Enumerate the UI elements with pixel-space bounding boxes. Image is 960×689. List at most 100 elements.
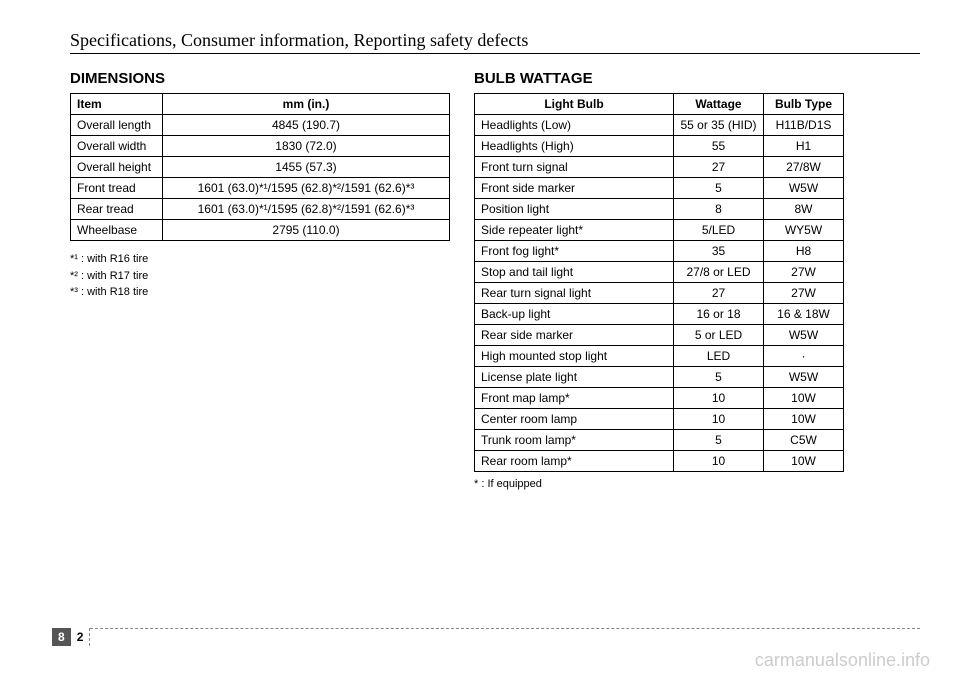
header-title: Specifications, Consumer information, Re… bbox=[70, 30, 920, 51]
bulb-cell-type: 8W bbox=[764, 199, 844, 220]
footnote-line: *² : with R17 tire bbox=[70, 268, 450, 285]
table-row: Trunk room lamp*5C5W bbox=[475, 430, 844, 451]
bulb-cell-item: Trunk room lamp* bbox=[475, 430, 674, 451]
content-columns: DIMENSIONS Item mm (in.) Overall length4… bbox=[70, 70, 920, 490]
bulb-cell-item: Front fog light* bbox=[475, 241, 674, 262]
page-number-box: 8 2 bbox=[52, 628, 90, 646]
bulb-cell-type: 10W bbox=[764, 409, 844, 430]
dimensions-cell-item: Rear tread bbox=[71, 199, 163, 220]
bulb-cell-type: 10W bbox=[764, 451, 844, 472]
page-number: 2 bbox=[71, 628, 91, 646]
table-row: Headlights (High)55H1 bbox=[475, 136, 844, 157]
table-row: Overall length4845 (190.7) bbox=[71, 115, 450, 136]
bulb-cell-item: Front map lamp* bbox=[475, 388, 674, 409]
bulb-cell-wattage: 10 bbox=[674, 409, 764, 430]
table-row: Position light88W bbox=[475, 199, 844, 220]
dimensions-cell-item: Overall width bbox=[71, 136, 163, 157]
dimensions-footnotes: *¹ : with R16 tire*² : with R17 tire*³ :… bbox=[70, 251, 450, 301]
bulb-cell-wattage: 55 or 35 (HID) bbox=[674, 115, 764, 136]
bulb-cell-type: C5W bbox=[764, 430, 844, 451]
bulb-header-type: Bulb Type bbox=[764, 94, 844, 115]
dimensions-cell-value: 4845 (190.7) bbox=[163, 115, 450, 136]
dimensions-section: DIMENSIONS Item mm (in.) Overall length4… bbox=[70, 70, 450, 490]
table-row: Side repeater light*5/LEDWY5W bbox=[475, 220, 844, 241]
table-row: Rear room lamp*1010W bbox=[475, 451, 844, 472]
bulb-cell-type: 10W bbox=[764, 388, 844, 409]
bulb-footnote: * : If equipped bbox=[474, 478, 844, 490]
bulb-cell-wattage: 35 bbox=[674, 241, 764, 262]
bulb-cell-item: Headlights (Low) bbox=[475, 115, 674, 136]
bulb-table: Light Bulb Wattage Bulb Type Headlights … bbox=[474, 93, 844, 472]
bulb-cell-item: Center room lamp bbox=[475, 409, 674, 430]
bulb-cell-item: Front side marker bbox=[475, 178, 674, 199]
table-row: Overall height1455 (57.3) bbox=[71, 157, 450, 178]
table-row: Front tread1601 (63.0)*¹/1595 (62.8)*²/1… bbox=[71, 178, 450, 199]
table-row: License plate light5W5W bbox=[475, 367, 844, 388]
dimensions-cell-item: Wheelbase bbox=[71, 220, 163, 241]
table-row: Back-up light16 or 1816 & 18W bbox=[475, 304, 844, 325]
bulb-cell-type: H8 bbox=[764, 241, 844, 262]
bulb-cell-wattage: LED bbox=[674, 346, 764, 367]
bulb-cell-wattage: 16 or 18 bbox=[674, 304, 764, 325]
bulb-cell-wattage: 27 bbox=[674, 157, 764, 178]
bulb-cell-item: Rear room lamp* bbox=[475, 451, 674, 472]
dimensions-cell-value: 1830 (72.0) bbox=[163, 136, 450, 157]
bulb-cell-item: Side repeater light* bbox=[475, 220, 674, 241]
table-row: Rear side marker5 or LEDW5W bbox=[475, 325, 844, 346]
bulb-cell-type: 27W bbox=[764, 283, 844, 304]
bulb-cell-type: W5W bbox=[764, 325, 844, 346]
bulb-cell-wattage: 10 bbox=[674, 451, 764, 472]
bulb-cell-type: H1 bbox=[764, 136, 844, 157]
watermark: carmanualsonline.info bbox=[755, 650, 930, 671]
bulb-cell-wattage: 55 bbox=[674, 136, 764, 157]
table-header-row: Item mm (in.) bbox=[71, 94, 450, 115]
bulb-section: BULB WATTAGE Light Bulb Wattage Bulb Typ… bbox=[474, 70, 844, 490]
table-row: Front turn signal2727/8W bbox=[475, 157, 844, 178]
bulb-cell-item: Position light bbox=[475, 199, 674, 220]
bulb-cell-type: W5W bbox=[764, 367, 844, 388]
bulb-cell-item: Front turn signal bbox=[475, 157, 674, 178]
table-row: Front fog light*35H8 bbox=[475, 241, 844, 262]
bulb-title: BULB WATTAGE bbox=[474, 70, 844, 87]
bulb-cell-wattage: 27 bbox=[674, 283, 764, 304]
table-row: Overall width1830 (72.0) bbox=[71, 136, 450, 157]
dimensions-cell-item: Overall length bbox=[71, 115, 163, 136]
bulb-cell-item: License plate light bbox=[475, 367, 674, 388]
dimensions-header-item: Item bbox=[71, 94, 163, 115]
bulb-cell-wattage: 27/8 or LED bbox=[674, 262, 764, 283]
bulb-cell-item: Rear turn signal light bbox=[475, 283, 674, 304]
footnote-line: *¹ : with R16 tire bbox=[70, 251, 450, 268]
table-row: Headlights (Low)55 or 35 (HID)H11B/D1S bbox=[475, 115, 844, 136]
bulb-header-wattage: Wattage bbox=[674, 94, 764, 115]
bulb-cell-wattage: 5 or LED bbox=[674, 325, 764, 346]
table-row: Rear turn signal light2727W bbox=[475, 283, 844, 304]
page: Specifications, Consumer information, Re… bbox=[0, 0, 960, 490]
table-row: Center room lamp1010W bbox=[475, 409, 844, 430]
table-row: Rear tread1601 (63.0)*¹/1595 (62.8)*²/15… bbox=[71, 199, 450, 220]
bulb-cell-wattage: 5 bbox=[674, 430, 764, 451]
page-footer-rule: 8 2 bbox=[70, 628, 920, 629]
dimensions-cell-value: 1455 (57.3) bbox=[163, 157, 450, 178]
bulb-cell-wattage: 10 bbox=[674, 388, 764, 409]
table-header-row: Light Bulb Wattage Bulb Type bbox=[475, 94, 844, 115]
footnote-line: *³ : with R18 tire bbox=[70, 284, 450, 301]
table-row: High mounted stop lightLED· bbox=[475, 346, 844, 367]
bulb-cell-type: 27W bbox=[764, 262, 844, 283]
dimensions-title: DIMENSIONS bbox=[70, 70, 450, 87]
bulb-cell-wattage: 5 bbox=[674, 178, 764, 199]
bulb-cell-type: WY5W bbox=[764, 220, 844, 241]
bulb-cell-item: Rear side marker bbox=[475, 325, 674, 346]
dimensions-cell-value: 2795 (110.0) bbox=[163, 220, 450, 241]
chapter-number: 8 bbox=[52, 628, 71, 646]
dimensions-cell-item: Overall height bbox=[71, 157, 163, 178]
dimensions-cell-value: 1601 (63.0)*¹/1595 (62.8)*²/1591 (62.6)*… bbox=[163, 199, 450, 220]
dimensions-table: Item mm (in.) Overall length4845 (190.7)… bbox=[70, 93, 450, 241]
bulb-cell-type: H11B/D1S bbox=[764, 115, 844, 136]
bulb-cell-item: High mounted stop light bbox=[475, 346, 674, 367]
dimensions-cell-item: Front tread bbox=[71, 178, 163, 199]
bulb-cell-item: Stop and tail light bbox=[475, 262, 674, 283]
bulb-cell-type: W5W bbox=[764, 178, 844, 199]
bulb-cell-wattage: 5 bbox=[674, 367, 764, 388]
bulb-cell-type: · bbox=[764, 346, 844, 367]
bulb-cell-wattage: 5/LED bbox=[674, 220, 764, 241]
